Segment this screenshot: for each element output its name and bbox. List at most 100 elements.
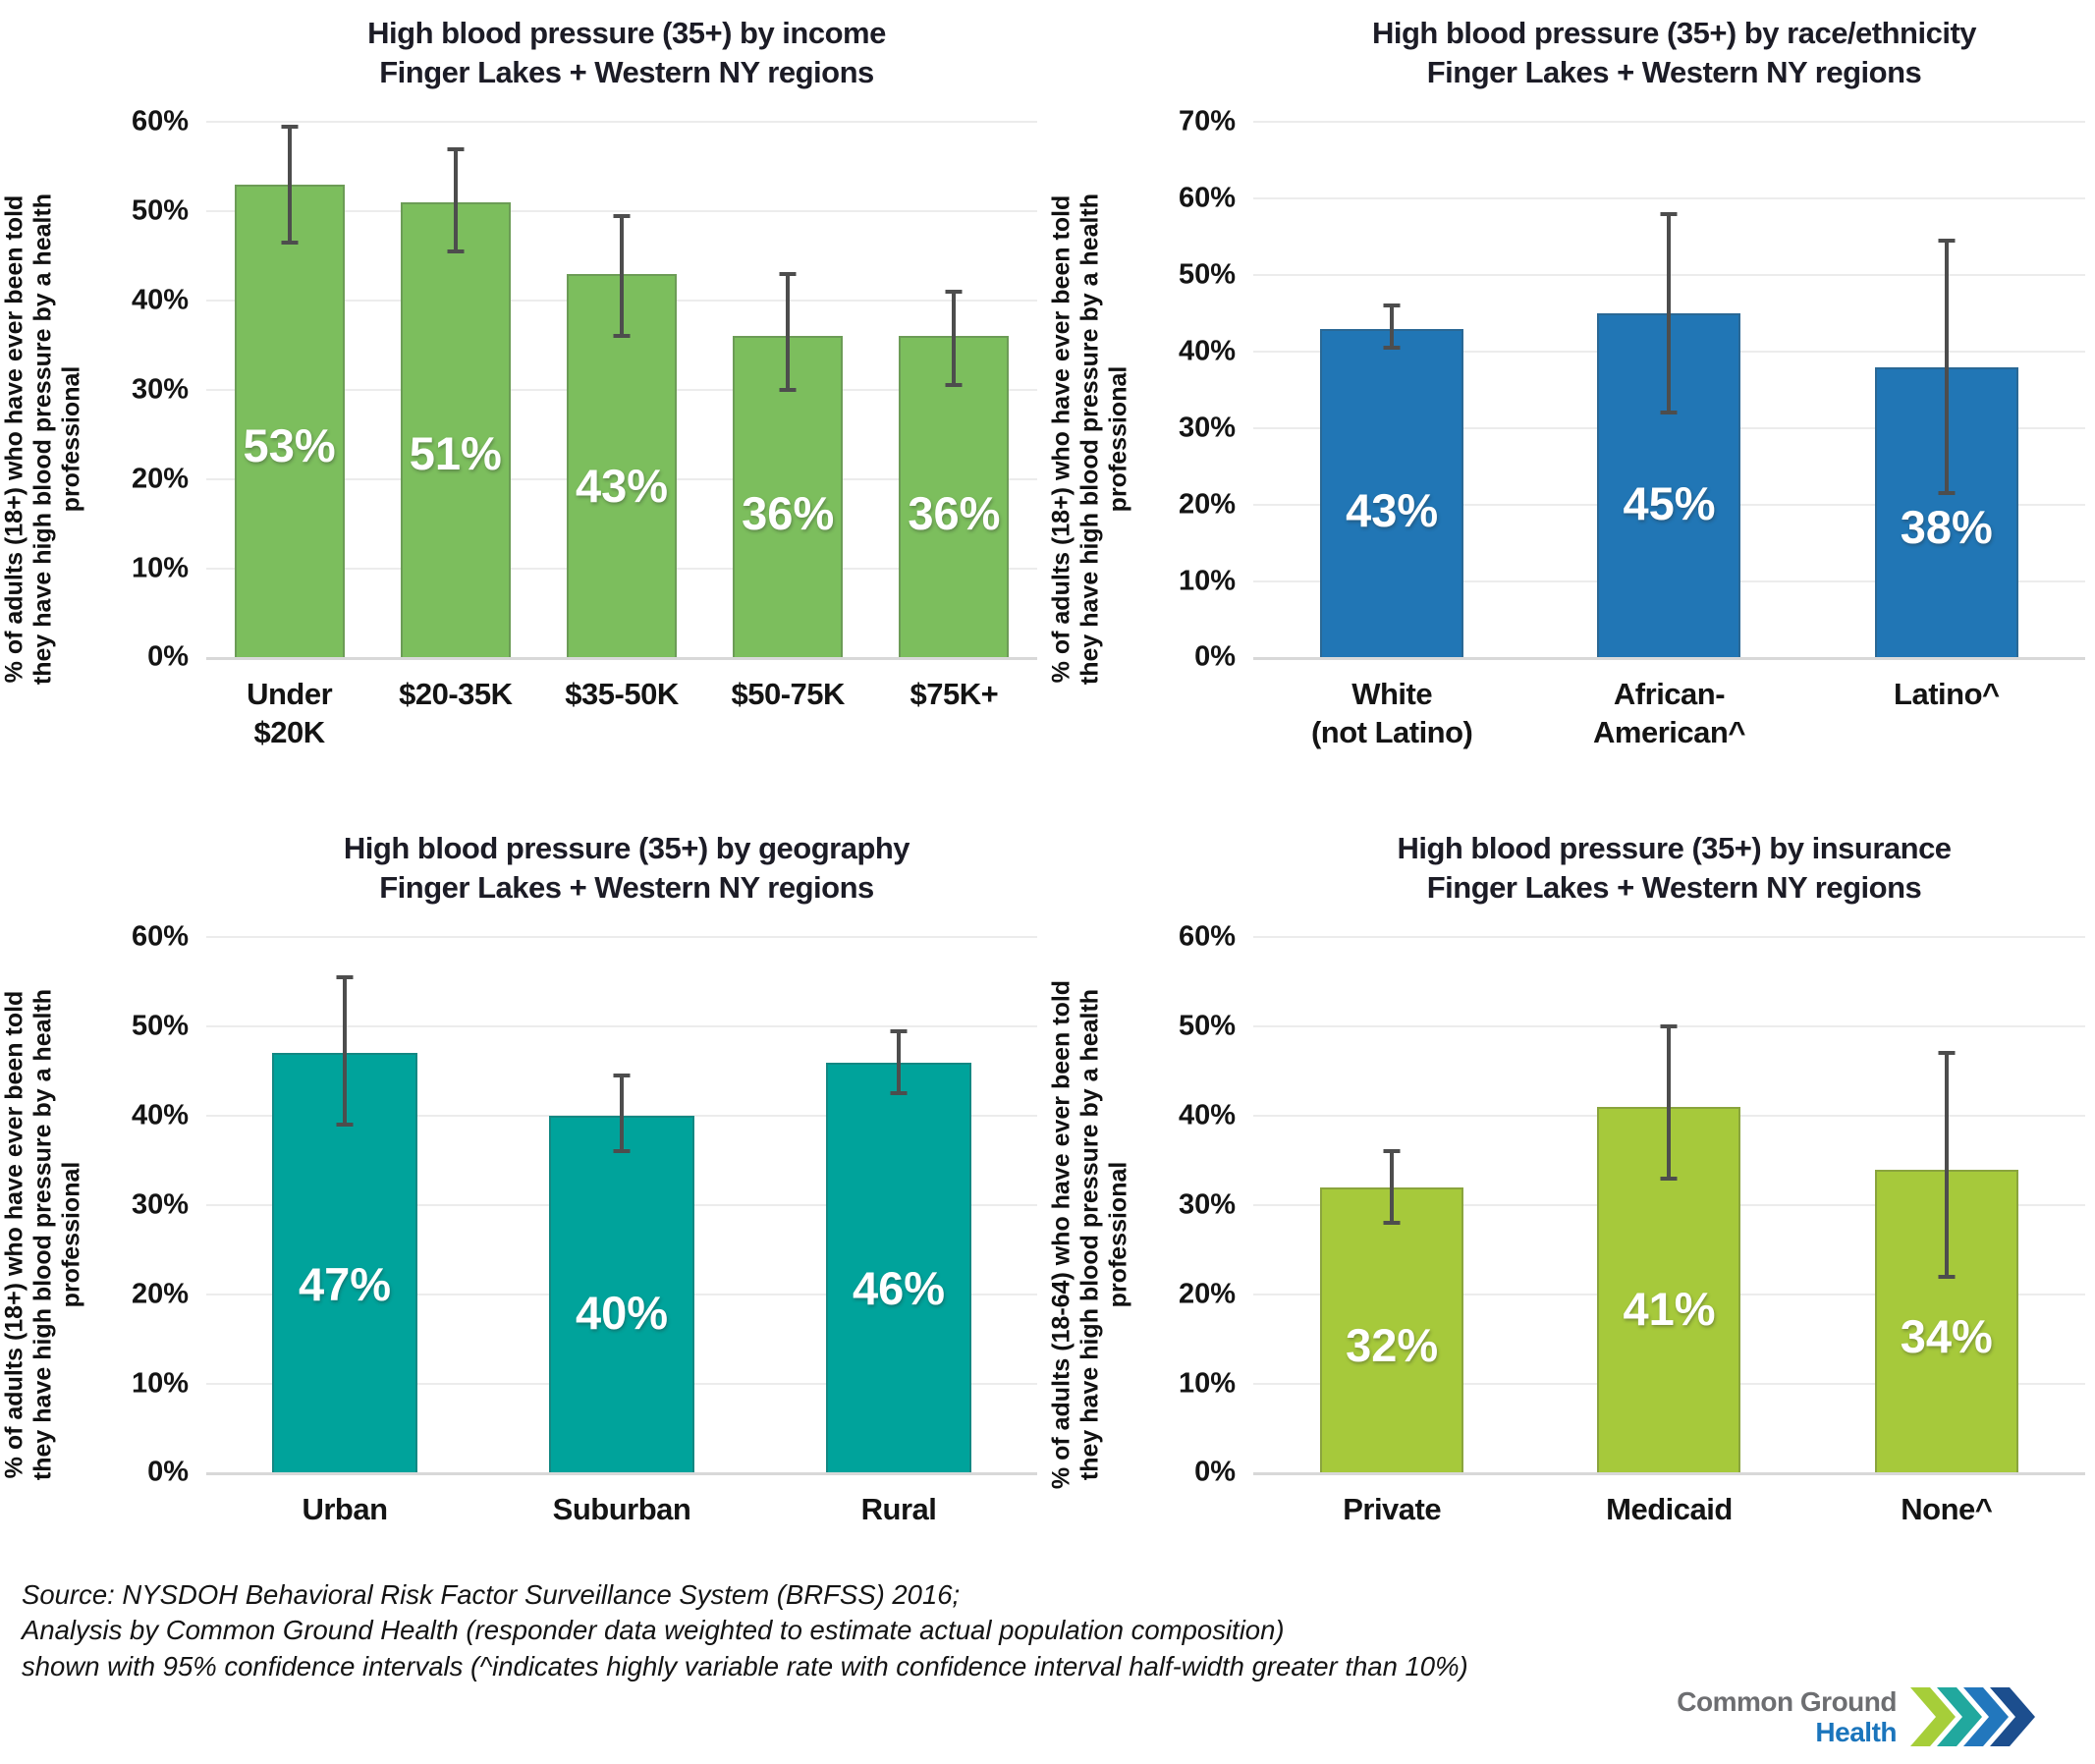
gridline-70: [1253, 121, 2085, 124]
y-tick-label: 70%: [1178, 105, 1236, 138]
error-bar: [343, 977, 347, 1126]
bar-slot: 32%: [1253, 940, 1530, 1473]
bar-slot: 41%: [1530, 940, 1807, 1473]
error-bar-cap-bottom: [336, 1123, 354, 1128]
plot-column: 0% 10% 20% 30% 40% 50% 60% 32% 41% 34% Private Med…: [1179, 921, 2085, 1529]
value-label: 46%: [852, 1262, 946, 1315]
y-axis-title: % of adults (18+) who have ever been tol…: [0, 125, 86, 752]
bar-slot: 36%: [871, 125, 1037, 658]
bar: [400, 202, 511, 658]
x-tick-label: None^: [1901, 1492, 1993, 1527]
bar: [1320, 328, 1464, 658]
bar: [549, 1116, 694, 1473]
bar-slot: 51%: [372, 125, 538, 658]
value-label: 45%: [1623, 476, 1716, 529]
chevrons-icon: [1910, 1687, 2035, 1746]
x-tick-label: $75K+: [910, 677, 999, 712]
error-bar-cap-top: [281, 124, 299, 129]
x-tick-label: Latino^: [1894, 677, 2000, 712]
error-bar: [952, 291, 957, 386]
bars-layer: 43% 45% 38%: [1253, 125, 2085, 658]
bar: [272, 1053, 417, 1473]
error-bar-cap-top: [613, 213, 631, 218]
y-axis-title-text: % of adults (18+) who have ever been tol…: [0, 989, 85, 1481]
chart-insurance-title-block: High blood pressure (35+) by insurance F…: [1253, 829, 2095, 907]
source-note-line3: shown with 95% confidence intervals (^in…: [22, 1650, 1468, 1681]
chart-subtitle: Finger Lakes + Western NY regions: [1426, 54, 1922, 89]
y-tick-label: 30%: [1178, 412, 1236, 444]
y-axis-title-text: % of adults (18+) who have ever been tol…: [0, 193, 85, 685]
value-label: 36%: [742, 487, 835, 540]
common-ground-health-logo: Common Ground Health: [1677, 1685, 2036, 1748]
gridline-60: [1253, 197, 2085, 200]
plot-area: 0% 10% 20% 30% 40% 50% 60% 47% 40% 46%: [132, 921, 1037, 1488]
error-bar-cap-bottom: [613, 334, 631, 339]
bar-slot: 40%: [483, 940, 760, 1473]
y-tick-label: 60%: [1178, 182, 1236, 214]
error-bar: [897, 1030, 901, 1094]
x-tick-label: $50-75K: [731, 677, 846, 712]
x-tick-label: $20-35K: [399, 677, 513, 712]
chart-body: % of adults (18+) who have ever been tol…: [1047, 106, 2095, 752]
y-axis-title: % of adults (18+) who have ever been tol…: [1047, 125, 1133, 752]
gridline-50: [206, 210, 1037, 213]
y-tick-label: 10%: [1178, 565, 1236, 596]
bar-slot: 43%: [538, 125, 704, 658]
bar-slot: 34%: [1808, 940, 2085, 1473]
x-tick-label: Under $20K: [247, 677, 333, 750]
error-bar-cap-bottom: [1938, 490, 1956, 495]
error-bar-cap-top: [779, 271, 797, 276]
y-tick-label: 0%: [147, 640, 189, 673]
error-bar-cap-top: [1383, 303, 1401, 308]
y-tick-label: 50%: [1178, 1010, 1236, 1042]
error-bar-cap-top: [1938, 1051, 1956, 1056]
x-tick-label: Private: [1343, 1492, 1442, 1527]
error-bar-cap-top: [1660, 211, 1678, 216]
value-label: 34%: [1900, 1310, 1993, 1363]
y-axis-title: % of adults (18+) who have ever been tol…: [0, 940, 86, 1529]
x-tick-label: $35-50K: [565, 677, 679, 712]
plot-column: 0% 10% 20% 30% 40% 50% 60% 70% 43% 45% 38% White (…: [1179, 106, 2085, 752]
x-tick-label: White (not Latino): [1310, 677, 1473, 750]
y-tick-label: 30%: [131, 373, 189, 406]
x-axis-labels: White (not Latino) African- American^ Lati…: [1253, 676, 2085, 752]
y-tick-label: 0%: [1194, 1456, 1236, 1488]
bar: [1320, 1186, 1464, 1473]
y-tick-label: 40%: [1178, 1099, 1236, 1131]
value-label: 36%: [908, 487, 1001, 540]
value-label: 53%: [243, 418, 336, 471]
error-bar-cap-bottom: [1660, 411, 1678, 415]
value-label: 38%: [1900, 501, 1993, 554]
y-tick-label: 40%: [1178, 335, 1236, 367]
chart-subtitle: Finger Lakes + Western NY regions: [379, 869, 874, 905]
error-bar: [453, 148, 458, 252]
plot-column: 0% 10% 20% 30% 40% 50% 60% 53% 51% 43% 36% 36% Unde…: [132, 106, 1037, 752]
source-note-line1: Source: NYSDOH Behavioral Risk Factor Su…: [22, 1579, 961, 1610]
value-label: 32%: [1346, 1318, 1439, 1371]
value-label: 41%: [1623, 1282, 1716, 1335]
chart-race-title-block: High blood pressure (35+) by race/ethnic…: [1253, 14, 2095, 91]
y-tick-label: 0%: [1194, 640, 1236, 673]
y-tick-label: 10%: [131, 1367, 189, 1400]
bar-slot: 38%: [1808, 125, 2085, 658]
source-note-line2: Analysis by Common Ground Health (respon…: [22, 1615, 1285, 1646]
error-bar-cap-top: [613, 1074, 631, 1078]
bar-slot: 36%: [705, 125, 871, 658]
y-tick-label: 20%: [131, 1278, 189, 1310]
y-tick-label: 50%: [1178, 258, 1236, 291]
value-label: 43%: [1346, 483, 1439, 536]
error-bar-cap-bottom: [613, 1149, 631, 1154]
source-note: Source: NYSDOH Behavioral Risk Factor Su…: [22, 1577, 1468, 1684]
error-bar: [1944, 241, 1949, 493]
chart-geography-title-block: High blood pressure (35+) by geography F…: [206, 829, 1047, 907]
logo-name-line2: Health: [1815, 1717, 1897, 1747]
chart-title: High blood pressure (35+) by income: [367, 16, 886, 50]
plot-column: 0% 10% 20% 30% 40% 50% 60% 47% 40% 46% Urban Subur…: [132, 921, 1037, 1529]
error-bar: [620, 215, 624, 337]
plot-area: 0% 10% 20% 30% 40% 50% 60% 53% 51% 43% 36% 36%: [132, 106, 1037, 673]
bar-slot: 45%: [1530, 125, 1807, 658]
error-bar-cap-bottom: [1383, 346, 1401, 351]
charts-grid: High blood pressure (35+) by income Fing…: [0, 14, 2095, 1529]
y-axis-title-text: % of adults (18+) who have ever been tol…: [1047, 193, 1132, 685]
